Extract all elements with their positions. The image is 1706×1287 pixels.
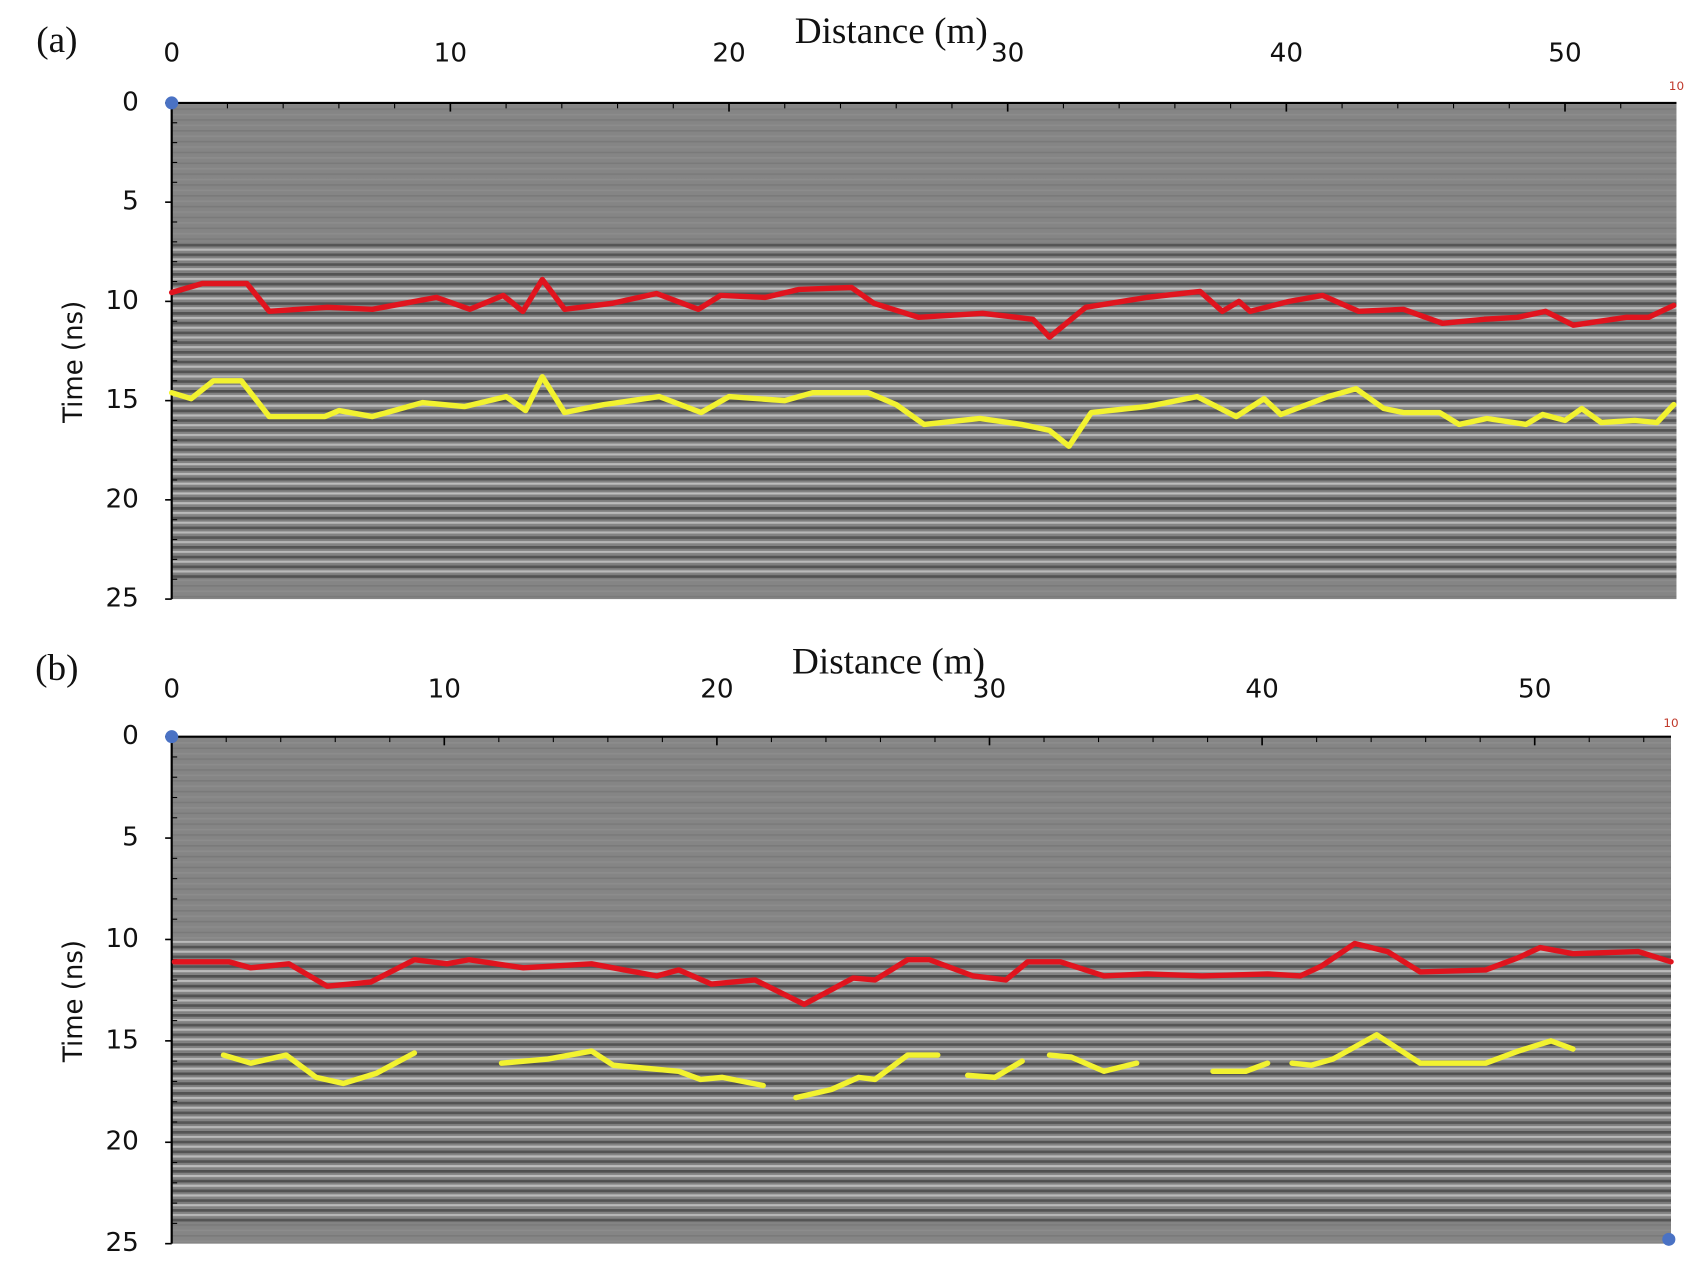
y-tick-label: 20 — [105, 1127, 138, 1157]
horizon-line — [168, 374, 1677, 449]
x-tick-label: 50 — [1548, 39, 1581, 69]
x-tick-label: 10 — [434, 39, 467, 69]
horizon-line — [171, 940, 1674, 1008]
origin-marker — [165, 730, 179, 744]
x-tick-label: 40 — [1245, 675, 1278, 705]
x-tick-label: 0 — [163, 39, 180, 69]
y-tick-label: 10 — [105, 924, 138, 954]
y-axis-title: Time (ns) — [59, 301, 89, 424]
corner-label: 10 — [1669, 79, 1684, 93]
horizon-line — [168, 276, 1677, 340]
y-axis-title: Time (ns) — [59, 940, 89, 1063]
y-tick-label: 25 — [105, 584, 138, 614]
y-tick-label: 25 — [105, 1228, 138, 1258]
x-tick-label: 30 — [973, 675, 1006, 705]
y-tick-label: 15 — [105, 1025, 138, 1055]
y-tick-label: 15 — [105, 385, 138, 415]
horizon-line — [220, 1032, 1576, 1101]
panel-label: (b) — [35, 648, 78, 689]
y-tick-label: 5 — [122, 187, 139, 217]
panel-label: (a) — [36, 20, 77, 61]
x-tick-label: 10 — [428, 675, 461, 705]
x-axis-title: Distance (m) — [792, 642, 985, 683]
y-tick-label: 0 — [122, 87, 139, 117]
y-tick-label: 5 — [122, 823, 139, 853]
y-tick-label: 20 — [105, 484, 138, 514]
x-tick-label: 30 — [991, 39, 1024, 69]
end-marker — [1662, 1232, 1676, 1246]
x-tick-label: 40 — [1270, 39, 1303, 69]
y-tick-label: 0 — [122, 721, 139, 751]
origin-marker — [165, 96, 179, 110]
x-axis-title: Distance (m) — [795, 11, 988, 52]
x-tick-label: 50 — [1518, 675, 1551, 705]
radargram-reflections — [171, 939, 1672, 1224]
x-tick-label: 0 — [163, 675, 180, 705]
corner-label: 10 — [1663, 716, 1678, 730]
y-tick-label: 10 — [105, 286, 138, 316]
x-tick-label: 20 — [700, 675, 733, 705]
x-tick-label: 20 — [712, 39, 745, 69]
